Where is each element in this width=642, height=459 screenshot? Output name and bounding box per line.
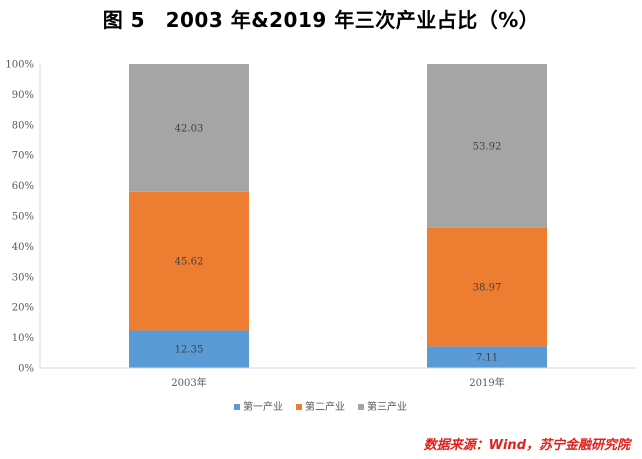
bar-segment <box>427 346 547 368</box>
chart-title: 图 5 2003 年&2019 年三次产业占比（%） <box>102 8 540 32</box>
y-tick-label: 60% <box>12 181 34 192</box>
y-tick-label: 20% <box>12 303 34 314</box>
x-tick-label: 2003年 <box>171 376 206 389</box>
bar-segment <box>129 191 249 331</box>
legend-swatch <box>234 404 240 410</box>
legend-swatch <box>296 404 302 410</box>
data-source: 数据来源：Wind，苏宁金融研究院 <box>423 438 630 453</box>
x-tick-label: 2019年 <box>469 376 504 389</box>
y-tick-label: 10% <box>12 333 34 344</box>
y-tick-label: 30% <box>12 272 34 283</box>
y-tick-label: 80% <box>12 120 34 131</box>
y-tick-label: 40% <box>12 242 34 253</box>
y-tick-label: 90% <box>12 90 34 101</box>
bar-segment <box>427 64 547 228</box>
y-tick-label: 0% <box>18 364 34 375</box>
data-label: 42.03 <box>175 123 204 134</box>
y-axis: 0% 10% 20% 30% 40% 50% 60% 70% 80% 90% 100% <box>5 60 41 375</box>
x-axis: 2003年 2019年 <box>40 367 636 389</box>
bar-segment <box>427 227 547 347</box>
data-label: 7.11 <box>476 353 498 364</box>
data-label: 53.92 <box>473 141 502 152</box>
legend-swatch <box>358 404 364 410</box>
y-tick-label: 100% <box>5 60 34 71</box>
data-label: 12.35 <box>175 345 204 356</box>
data-label: 45.62 <box>175 257 204 268</box>
legend: 第一产业 第二产业 第三产业 <box>234 400 407 413</box>
legend-label: 第三产业 <box>367 400 407 413</box>
data-label: 38.97 <box>473 283 502 294</box>
bars: 12.35 45.62 42.03 7.11 38.97 53.92 <box>129 64 547 368</box>
bar-segment <box>129 64 249 192</box>
y-tick-label: 70% <box>12 151 34 162</box>
legend-label: 第一产业 <box>243 400 283 413</box>
y-tick-label: 50% <box>12 212 34 223</box>
legend-label: 第二产业 <box>305 400 345 413</box>
bar-segment <box>129 330 249 368</box>
